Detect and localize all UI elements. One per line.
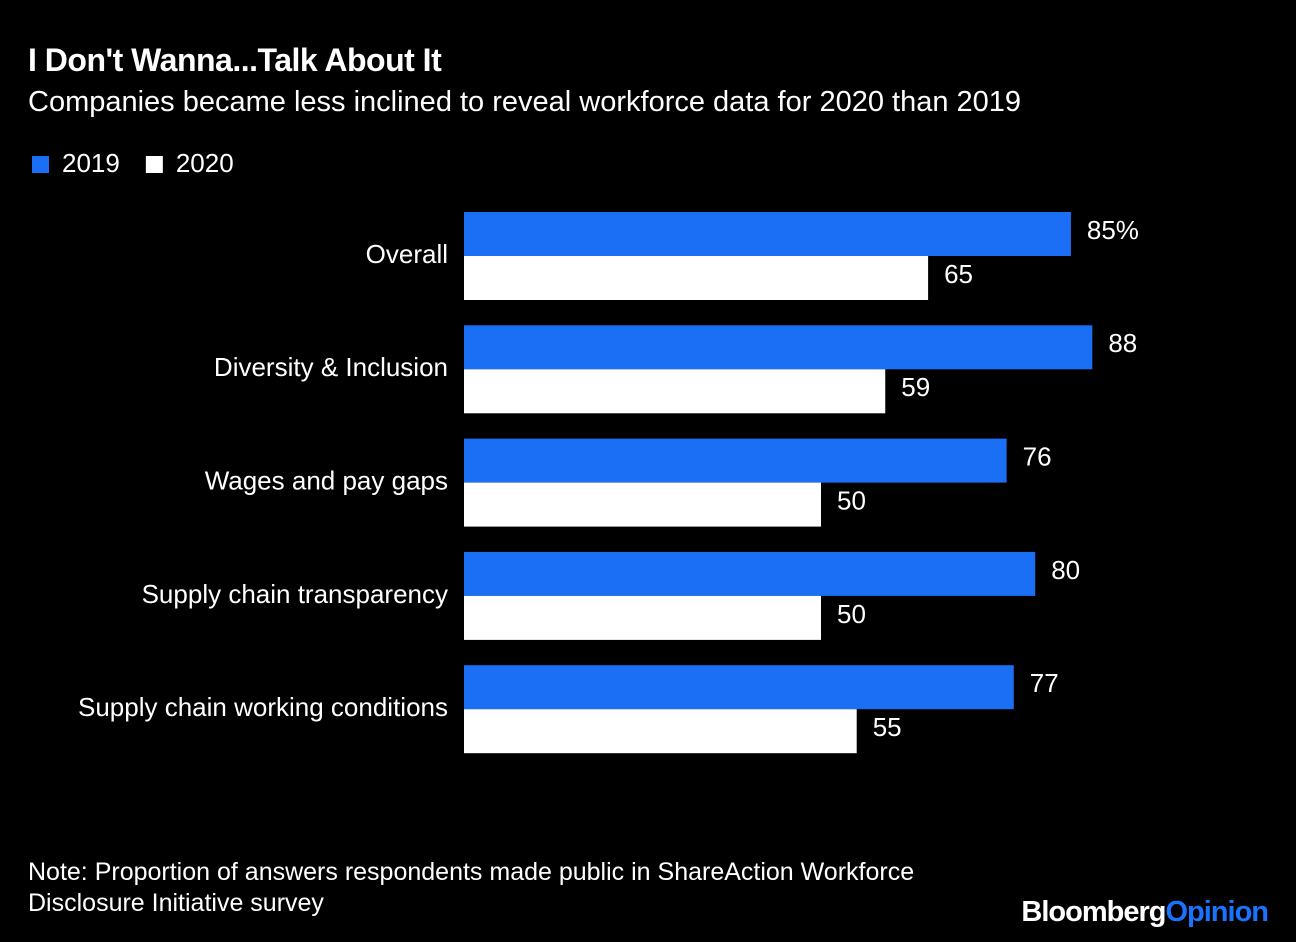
note: Note: Proportion of answers respondents … <box>28 858 915 917</box>
value-label: 55 <box>873 712 902 742</box>
logo-brand: Bloomberg <box>1021 896 1166 928</box>
bar <box>464 595 821 640</box>
legend-swatch <box>32 156 49 173</box>
bar <box>464 551 1036 596</box>
value-label: 50 <box>837 485 866 515</box>
bar <box>464 256 929 300</box>
y-tick-label: Supply chain working conditions <box>78 692 448 722</box>
y-tick-label: Overall <box>366 239 448 269</box>
bar <box>464 325 1093 370</box>
bar <box>464 482 821 527</box>
y-tick-label: Supply chain transparency <box>142 579 448 609</box>
y-tick-label: Diversity & Inclusion <box>214 352 448 382</box>
value-label: 76 <box>1023 441 1052 471</box>
y-tick-label: Wages and pay gaps <box>205 465 448 495</box>
logo-section: Opinion <box>1165 896 1269 928</box>
bar <box>464 369 886 414</box>
chart-subtitle: Companies became less inclined to reveal… <box>28 86 1022 118</box>
value-label: 80 <box>1051 555 1080 585</box>
logo: BloombergOpinion <box>1021 896 1269 929</box>
chart-title: I Don't Wanna...Talk About It <box>28 42 442 78</box>
legend-swatch <box>145 156 163 173</box>
bar <box>464 665 1014 710</box>
value-label: 85% <box>1087 215 1139 245</box>
value-label: 50 <box>837 599 866 629</box>
bar <box>464 212 1071 256</box>
legend-label: 2020 <box>176 148 234 178</box>
value-label: 65 <box>944 259 973 289</box>
value-label: 77 <box>1030 668 1059 698</box>
bar <box>464 709 857 754</box>
value-label: 88 <box>1108 328 1137 358</box>
legend-label: 2019 <box>62 148 120 178</box>
bar <box>464 438 1007 483</box>
value-label: 59 <box>901 372 930 402</box>
